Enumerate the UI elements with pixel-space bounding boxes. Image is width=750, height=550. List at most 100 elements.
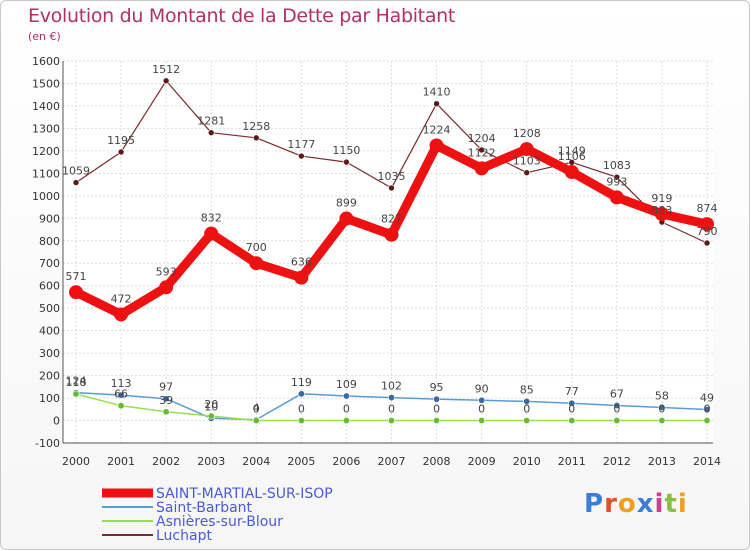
data-point-asni-res-sur-blour: [478, 417, 486, 425]
y-tick-label: 1300: [32, 122, 60, 135]
data-label-luchapt: 1410: [423, 86, 451, 99]
data-point-luchapt: [252, 134, 260, 142]
data-point-asni-res-sur-blour: [72, 390, 80, 398]
data-label-saint-martial-sur-isop: 472: [111, 292, 132, 305]
x-tick-label: 2004: [242, 455, 270, 468]
axes: -100010020030040050060070080090010001100…: [32, 55, 721, 468]
proxiti-logo: Proxiti: [584, 489, 688, 519]
y-tick-label: 400: [39, 325, 60, 338]
data-label-saint-martial-sur-isop: 899: [336, 197, 357, 210]
y-tick-label: 300: [39, 347, 60, 360]
data-point-saint-martial-sur-isop: [339, 211, 354, 226]
logo-letter: o: [617, 489, 637, 519]
data-point-saint-barbant: [387, 394, 395, 402]
data-point-saint-martial-sur-isop: [114, 307, 129, 322]
data-label-saint-barbant: 95: [430, 381, 444, 394]
y-tick-label: 600: [39, 280, 60, 293]
data-point-asni-res-sur-blour: [252, 417, 260, 425]
data-point-asni-res-sur-blour: [207, 412, 215, 420]
data-label-saint-martial-sur-isop: 919: [651, 192, 672, 205]
data-point-saint-martial-sur-isop: [654, 207, 669, 222]
y-tick-label: 1400: [32, 100, 60, 113]
data-point-saint-martial-sur-isop: [159, 280, 174, 295]
y-tick-label: 1200: [32, 145, 60, 158]
data-point-saint-barbant: [117, 391, 125, 399]
data-label-saint-barbant: 77: [565, 385, 579, 398]
logo-letter: P: [584, 489, 605, 519]
logo-letter: t: [664, 489, 678, 519]
data-label-asni-res-sur-blour: 39: [159, 394, 173, 407]
data-point-luchapt: [703, 239, 711, 247]
data-point-luchapt: [478, 146, 485, 154]
data-label-asni-res-sur-blour: 20: [204, 398, 218, 411]
y-tick-label: 1000: [32, 190, 60, 203]
data-label-saint-barbant: 90: [475, 382, 489, 395]
data-label-saint-barbant: 102: [381, 380, 402, 393]
data-label-luchapt: 883: [651, 204, 672, 217]
x-tick-label: 2005: [287, 455, 315, 468]
data-label-luchapt: 1177: [287, 138, 315, 151]
data-label-saint-martial-sur-isop: 571: [66, 270, 87, 283]
data-point-saint-barbant: [342, 392, 350, 400]
data-label-saint-martial-sur-isop: 874: [697, 202, 718, 215]
y-tick-label: -100: [35, 437, 60, 450]
data-point-saint-barbant: [613, 401, 621, 409]
data-point-saint-barbant: [703, 406, 711, 414]
data-point-asni-res-sur-blour: [387, 417, 395, 425]
y-tick-label: 700: [39, 257, 60, 270]
data-label-saint-martial-sur-isop: 827: [381, 213, 402, 226]
y-tick-label: 1100: [32, 167, 60, 180]
data-label-asni-res-sur-blour: 118: [66, 376, 87, 389]
data-label-saint-martial-sur-isop: 1208: [513, 127, 541, 140]
data-label-asni-res-sur-blour: 0: [298, 403, 305, 416]
data-label-saint-martial-sur-isop: 1122: [468, 146, 496, 159]
plot-area: [63, 61, 713, 443]
legend-label: Saint-Barbant: [156, 500, 253, 516]
grid: [63, 60, 713, 444]
data-label-saint-barbant: 58: [655, 389, 669, 402]
data-label-saint-martial-sur-isop: 1106: [558, 150, 586, 163]
logo-letter: r: [604, 489, 618, 519]
x-tick-label: 2006: [332, 455, 360, 468]
data-label-saint-barbant: 124: [66, 375, 87, 388]
x-tick-label: 2010: [513, 455, 541, 468]
data-point-asni-res-sur-blour: [342, 417, 350, 425]
data-point-asni-res-sur-blour: [162, 408, 170, 416]
logo-letter: i: [677, 489, 688, 519]
data-label-asni-res-sur-blour: 0: [658, 403, 665, 416]
x-tick-label: 2013: [648, 455, 676, 468]
data-point-saint-martial-sur-isop: [384, 227, 399, 242]
data-point-saint-martial-sur-isop: [294, 270, 309, 285]
x-tick-label: 2014: [693, 455, 721, 468]
data-label-luchapt: 1059: [62, 165, 90, 178]
data-label-luchapt: 790: [697, 225, 718, 238]
y-tick-label: 500: [39, 302, 60, 315]
data-point-luchapt: [117, 148, 125, 156]
x-tick-label: 2003: [197, 455, 225, 468]
data-point-saint-barbant: [433, 395, 441, 403]
data-point-asni-res-sur-blour: [433, 417, 441, 425]
data-point-luchapt: [613, 173, 621, 181]
data-point-saint-martial-sur-isop: [249, 256, 264, 271]
data-label-saint-barbant: 85: [520, 383, 534, 396]
data-point-saint-martial-sur-isop: [69, 285, 83, 300]
data-point-asni-res-sur-blour: [658, 417, 666, 425]
data-label-saint-martial-sur-isop: 636: [291, 256, 312, 269]
data-label-asni-res-sur-blour: 0: [704, 403, 711, 416]
data-label-asni-res-sur-blour: 0: [253, 403, 260, 416]
legend-label: Asnières-sur-Blour: [156, 514, 283, 530]
data-labels-layer: 124 113 97 10 4 119 109 102 95 90 85 77 67 58 49 118 66 3…: [62, 63, 718, 416]
data-label-luchapt: 1035: [378, 170, 406, 183]
data-point-asni-res-sur-blour: [613, 417, 621, 425]
data-label-asni-res-sur-blour: 0: [433, 403, 440, 416]
data-point-asni-res-sur-blour: [703, 417, 711, 425]
data-point-saint-martial-sur-isop: [204, 226, 219, 241]
data-point-luchapt: [343, 158, 350, 166]
data-label-asni-res-sur-blour: 0: [523, 403, 530, 416]
data-label-luchapt: 1103: [513, 155, 541, 168]
data-label-saint-martial-sur-isop: 1224: [423, 123, 451, 136]
data-label-asni-res-sur-blour: 0: [388, 403, 395, 416]
data-point-luchapt: [523, 169, 531, 176]
